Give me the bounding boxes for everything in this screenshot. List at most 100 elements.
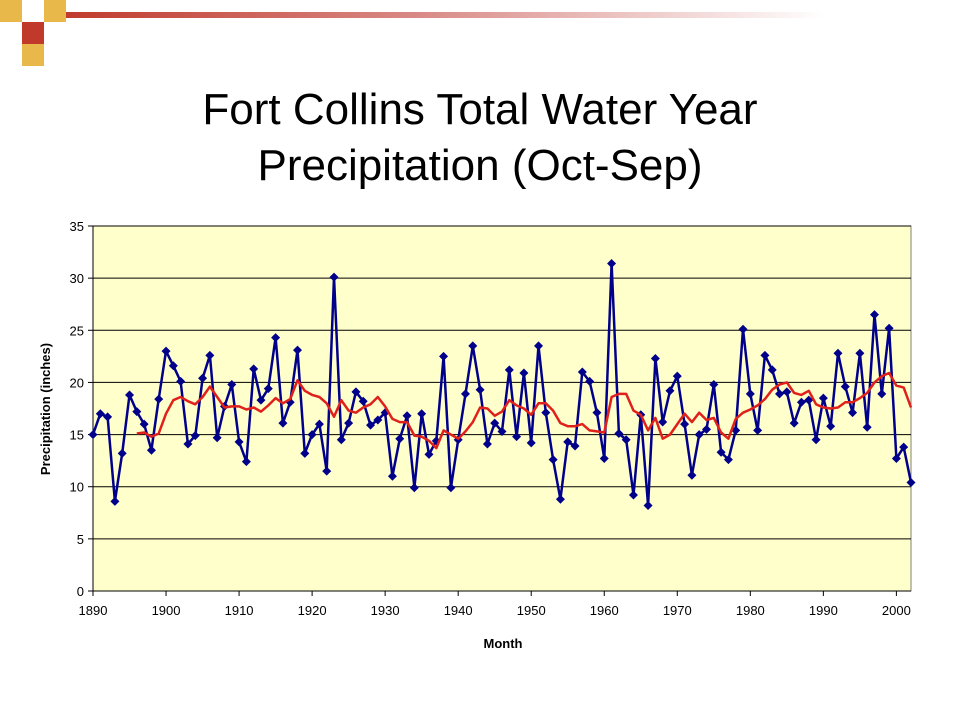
x-tick-label: 1940: [444, 603, 473, 618]
tick-labels: 0 5 10 15 20 25 30 35 1890 1900 1910 1920 1930 1940 19…: [70, 219, 911, 618]
data-point: [161, 346, 171, 356]
data-point: [570, 441, 580, 451]
data-point: [336, 435, 346, 445]
data-point: [526, 438, 536, 448]
data-point: [738, 324, 748, 334]
data-point: [607, 259, 617, 269]
data-point: [563, 437, 573, 447]
data-point: [439, 351, 449, 361]
data-point: [314, 419, 324, 429]
data-point: [446, 483, 456, 493]
data-point: [117, 448, 127, 458]
plot-area: [92, 225, 912, 592]
data-point: [256, 395, 266, 405]
x-tick-label: 1980: [736, 603, 765, 618]
axes: [88, 225, 911, 596]
data-point: [665, 386, 675, 396]
y-tick-label: 15: [70, 428, 84, 443]
data-point: [702, 424, 711, 434]
data-point: [139, 419, 149, 429]
data-point: [826, 421, 836, 431]
data-point: [183, 439, 193, 449]
data-point: [577, 367, 587, 377]
data-point: [585, 376, 595, 386]
data-point: [358, 396, 368, 406]
data-point: [329, 272, 339, 282]
data-point: [555, 494, 565, 504]
data-point: [402, 411, 412, 421]
x-tick-label: 1900: [152, 603, 181, 618]
data-point: [592, 408, 602, 418]
data-point: [541, 408, 551, 418]
data-point: [307, 430, 317, 440]
data-point: [271, 333, 281, 343]
data-point: [146, 445, 156, 455]
data-point: [869, 310, 879, 320]
data-point: [534, 341, 544, 351]
x-tick-label: 1950: [517, 603, 546, 618]
y-tick-label: 20: [70, 375, 84, 390]
decor-square-2: [22, 0, 44, 22]
data-point: [468, 341, 478, 351]
data-series: [88, 259, 916, 510]
data-point: [796, 397, 806, 407]
data-point: [599, 454, 609, 464]
data-point: [88, 430, 98, 440]
data-point: [227, 380, 237, 390]
data-point: [293, 345, 302, 355]
data-point: [132, 407, 142, 417]
data-point: [460, 389, 470, 399]
data-point: [212, 433, 222, 443]
data-point: [482, 439, 492, 449]
x-tick-label: 1890: [79, 603, 108, 618]
data-point: [643, 500, 653, 510]
data-point: [811, 435, 821, 445]
data-point: [899, 442, 909, 452]
data-point: [278, 418, 288, 428]
decor-square-4: [0, 22, 22, 44]
y-tick-label: 35: [70, 219, 84, 234]
series-line-smoothed: [136, 371, 913, 450]
data-point: [103, 412, 113, 422]
data-point: [497, 426, 507, 436]
data-point: [745, 389, 755, 399]
x-tick-label: 1990: [809, 603, 838, 618]
y-tick-label: 5: [77, 532, 84, 547]
decor-square-1: [0, 0, 22, 22]
data-point: [687, 470, 697, 480]
data-point: [424, 449, 434, 459]
data-point: [395, 434, 405, 444]
data-point: [176, 376, 186, 386]
data-point: [95, 409, 105, 419]
data-point: [621, 435, 631, 445]
y-axis-label: Precipitation (inches): [38, 343, 53, 475]
data-point: [862, 422, 872, 432]
data-point: [241, 457, 251, 467]
decor-square-3: [44, 0, 66, 22]
data-point: [906, 478, 916, 488]
slide-title-line-1: Fort Collins Total Water Year: [202, 85, 758, 134]
data-point: [366, 420, 376, 430]
decor-square-5: [22, 22, 44, 44]
data-point: [344, 418, 354, 428]
data-point: [804, 395, 814, 405]
data-point: [833, 348, 843, 358]
y-tick-label: 0: [77, 584, 84, 599]
data-point: [373, 415, 383, 425]
data-point: [884, 323, 894, 333]
data-point: [110, 496, 120, 506]
data-point: [417, 409, 427, 419]
x-tick-label: 2000: [882, 603, 911, 618]
data-point: [840, 382, 850, 392]
data-point: [409, 483, 419, 493]
data-point: [490, 418, 500, 428]
data-point: [300, 448, 310, 458]
x-tick-label: 1910: [225, 603, 254, 618]
data-point: [475, 385, 485, 395]
data-point: [548, 455, 558, 465]
x-tick-label: 1930: [371, 603, 400, 618]
data-point: [891, 454, 901, 464]
data-point: [351, 387, 361, 397]
data-point: [263, 384, 273, 394]
data-point: [767, 365, 777, 375]
